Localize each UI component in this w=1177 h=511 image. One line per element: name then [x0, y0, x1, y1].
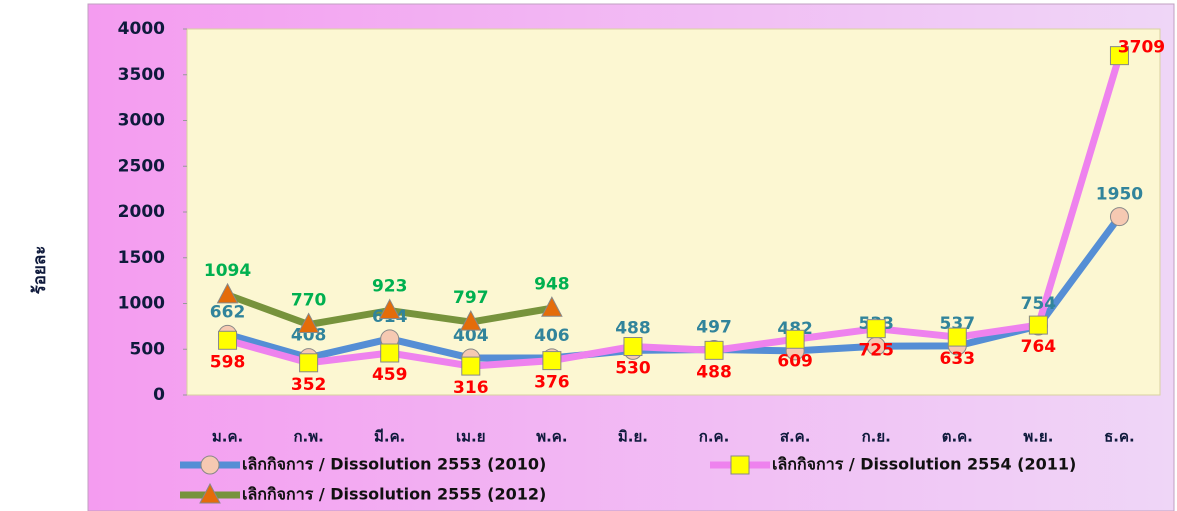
x-tick-label: ก.พ.: [293, 428, 323, 446]
data-label: 725: [858, 341, 894, 361]
data-label: 3709: [1118, 38, 1165, 58]
y-axis-label: ร้อยละ: [30, 246, 50, 295]
data-point: [1109, 207, 1129, 227]
data-point: [1028, 315, 1048, 335]
data-label: 764: [1021, 337, 1057, 357]
legend-marker: [199, 482, 221, 504]
data-label: 598: [210, 352, 246, 372]
y-tick-label: 2000: [118, 202, 165, 222]
x-tick-label: ก.ค.: [699, 428, 730, 446]
data-label: 488: [615, 318, 651, 338]
data-label: 376: [534, 373, 570, 393]
data-point: [461, 356, 481, 376]
y-tick-label: 2500: [118, 156, 165, 176]
data-label: 797: [453, 288, 489, 308]
data-label: 662: [210, 302, 246, 322]
data-point: [297, 312, 320, 334]
data-point: [541, 296, 563, 317]
data-label: 1094: [204, 261, 251, 281]
y-tick-label: 3500: [118, 65, 165, 85]
y-tick-label: 1000: [118, 294, 165, 314]
data-label: 633: [940, 349, 976, 369]
y-tick-label: 1500: [118, 248, 165, 268]
data-label: 352: [291, 375, 327, 395]
x-tick-label: ต.ค.: [942, 428, 973, 446]
data-point: [218, 330, 238, 350]
y-tick-label: 0: [153, 385, 165, 405]
data-point: [866, 319, 886, 339]
data-point: [378, 298, 401, 320]
data-point: [380, 343, 400, 363]
y-tick-label: 3000: [118, 111, 165, 131]
data-label: 459: [372, 365, 408, 385]
x-tick-label: ม.ค.: [212, 428, 243, 446]
legend-marker: [730, 455, 750, 475]
data-label: 530: [615, 359, 651, 379]
data-label: 316: [453, 378, 489, 398]
data-point: [623, 337, 643, 357]
x-tick-label: ธ.ค.: [1104, 428, 1135, 446]
x-tick-label: มี.ค.: [374, 428, 405, 446]
x-tick-label: มิ.ย.: [618, 428, 648, 446]
data-point: [1109, 46, 1129, 66]
legend-label: เลิกกิจการ / Dissolution 2554 (2011): [772, 455, 1076, 474]
data-label: 488: [696, 362, 732, 382]
data-point: [216, 282, 239, 304]
data-label: 404: [453, 326, 489, 346]
data-point: [542, 351, 562, 371]
x-tick-label: ก.ย.: [862, 428, 891, 446]
legend-marker: [200, 455, 220, 475]
legend-label: เลิกกิจการ / Dissolution 2553 (2010): [242, 455, 546, 474]
series-line: [226, 54, 1123, 370]
x-tick-label: เม.ย: [456, 428, 486, 446]
x-tick-label: ส.ค.: [780, 428, 811, 446]
data-label: 609: [777, 351, 813, 371]
data-label: 948: [534, 274, 570, 294]
data-label: 1950: [1096, 185, 1143, 205]
data-label: 406: [534, 326, 570, 346]
data-point: [704, 340, 724, 360]
data-label: 754: [1021, 294, 1057, 314]
y-tick-label: 4000: [118, 19, 165, 39]
data-label: 770: [291, 291, 327, 311]
data-label: 923: [372, 277, 408, 297]
legend-label: เลิกกิจการ / Dissolution 2555 (2012): [242, 485, 546, 504]
data-point: [785, 329, 805, 349]
x-tick-label: พ.ย.: [1023, 428, 1053, 446]
data-point: [459, 310, 482, 331]
data-label: 497: [696, 318, 732, 338]
y-tick-label: 500: [130, 339, 166, 359]
plot-area: [186, 28, 1161, 396]
data-point: [947, 327, 967, 347]
x-tick-label: พ.ค.: [536, 428, 567, 446]
data-point: [299, 353, 319, 373]
